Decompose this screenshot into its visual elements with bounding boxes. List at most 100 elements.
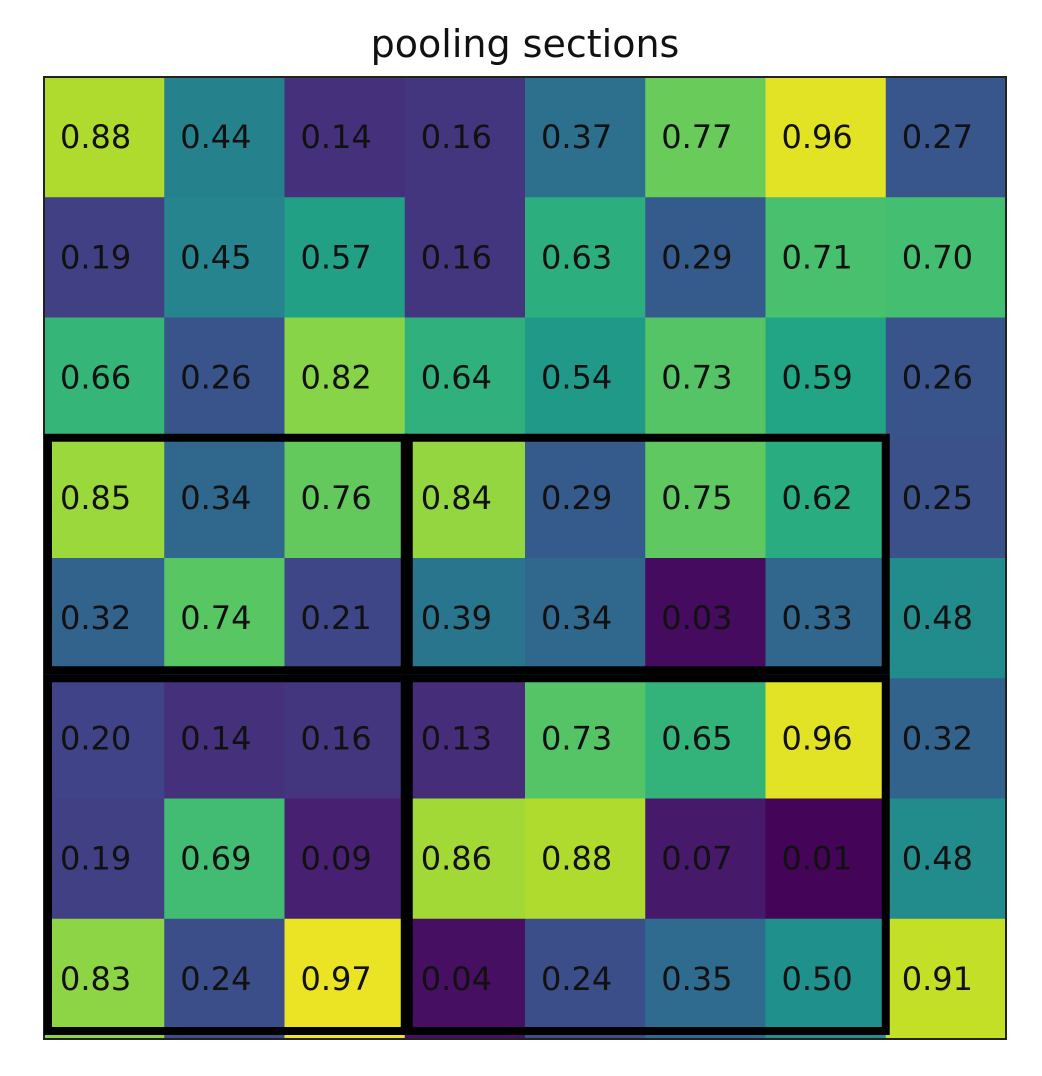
cell-value-label: 0.07 xyxy=(661,840,732,878)
cell-value-label: 0.21 xyxy=(301,599,372,637)
cell-value-label: 0.26 xyxy=(902,359,973,397)
cell-value-label: 0.75 xyxy=(661,479,732,517)
heatmap-cells xyxy=(44,77,1007,1040)
cell-value-label: 0.66 xyxy=(60,359,131,397)
heatmap-cell xyxy=(284,437,406,559)
heatmap-cell xyxy=(645,798,766,920)
cell-value-label: 0.45 xyxy=(180,238,251,276)
cell-value-label: 0.48 xyxy=(902,840,973,878)
heatmap-cell xyxy=(164,197,285,318)
cell-value-label: 0.63 xyxy=(541,238,612,276)
heatmap-cell xyxy=(44,197,165,318)
heatmap-cell xyxy=(44,317,165,439)
heatmap-cell xyxy=(525,558,646,679)
heatmap-cell xyxy=(404,437,526,559)
cell-value-label: 0.39 xyxy=(421,599,492,637)
heatmap-cell xyxy=(645,197,766,318)
heatmap-cell xyxy=(885,678,1007,799)
heatmap-cell xyxy=(404,317,526,439)
heatmap-cell xyxy=(885,317,1007,439)
heatmap-cell xyxy=(765,437,887,559)
cell-value-label: 0.37 xyxy=(541,118,612,156)
heatmap-cell xyxy=(885,558,1007,679)
pooling-section-box xyxy=(404,433,890,675)
heatmap-cell xyxy=(885,798,1007,920)
cell-value-label: 0.69 xyxy=(180,840,251,878)
cell-value-label: 0.50 xyxy=(782,960,853,998)
cell-value-label: 0.14 xyxy=(301,118,372,156)
heatmap-cell xyxy=(525,918,646,1040)
cell-value-label: 0.88 xyxy=(60,118,131,156)
heatmap-cell xyxy=(645,437,766,559)
heatmap-cell xyxy=(525,798,646,920)
heatmap-cell xyxy=(44,918,165,1040)
heatmap-cell xyxy=(164,317,285,439)
cell-value-label: 0.57 xyxy=(301,238,372,276)
cell-value-label: 0.09 xyxy=(301,840,372,878)
heatmap-cell xyxy=(284,77,406,198)
heatmap-cell xyxy=(164,918,285,1040)
heatmap-cell xyxy=(44,558,165,679)
heatmap-cell xyxy=(164,558,285,679)
cell-value-label: 0.65 xyxy=(661,719,732,757)
cell-value-label: 0.64 xyxy=(421,359,492,397)
cell-value-label: 0.91 xyxy=(902,960,973,998)
cell-value-label: 0.73 xyxy=(541,719,612,757)
cell-value-label: 0.19 xyxy=(60,238,131,276)
cell-value-label: 0.14 xyxy=(180,719,251,757)
cell-value-label: 0.34 xyxy=(180,479,251,517)
heatmap-cell xyxy=(404,197,526,318)
cell-value-label: 0.32 xyxy=(902,719,973,757)
cell-value-label: 0.71 xyxy=(782,238,853,276)
heatmap-cell xyxy=(44,678,165,799)
heatmap-cell xyxy=(404,798,526,920)
cell-value-label: 0.62 xyxy=(782,479,853,517)
heatmap-cell xyxy=(44,798,165,920)
cell-value-label: 0.74 xyxy=(180,599,251,637)
heatmap-cell xyxy=(885,918,1007,1040)
heatmap-labels: 0.88 0.44 0.14 0.16 0.37 0.77 0.96 0.27 0.19 0.45… xyxy=(60,118,973,998)
cell-value-label: 0.96 xyxy=(782,118,853,156)
heatmap-cell xyxy=(885,77,1007,198)
heatmap-cell xyxy=(164,437,285,559)
heatmap-cell xyxy=(164,77,285,198)
cell-value-label: 0.77 xyxy=(661,118,732,156)
heatmap-cell xyxy=(164,798,285,920)
cell-value-label: 0.29 xyxy=(661,238,732,276)
cell-value-label: 0.01 xyxy=(782,840,853,878)
heatmap-cell xyxy=(765,77,887,198)
cell-value-label: 0.24 xyxy=(180,960,251,998)
cell-value-label: 0.48 xyxy=(902,599,973,637)
cell-value-label: 0.24 xyxy=(541,960,612,998)
pooling-sections xyxy=(44,433,890,1035)
heatmap-cell xyxy=(885,437,1007,559)
cell-value-label: 0.84 xyxy=(421,479,492,517)
heatmap-cell xyxy=(284,918,406,1040)
cell-value-label: 0.29 xyxy=(541,479,612,517)
cell-value-label: 0.85 xyxy=(60,479,131,517)
heatmap-cell xyxy=(645,678,766,799)
cell-value-label: 0.35 xyxy=(661,960,732,998)
cell-value-label: 0.25 xyxy=(902,479,973,517)
heatmap-cell xyxy=(645,77,766,198)
heatmap-cell xyxy=(525,77,646,198)
cell-value-label: 0.27 xyxy=(902,118,973,156)
heatmap-cell xyxy=(284,317,406,439)
cell-value-label: 0.76 xyxy=(301,479,372,517)
heatmap-cell xyxy=(885,197,1007,318)
chart-title: pooling sections xyxy=(370,22,680,66)
cell-value-label: 0.26 xyxy=(180,359,251,397)
cell-value-label: 0.82 xyxy=(301,359,372,397)
heatmap-cell xyxy=(645,918,766,1040)
heatmap-cell xyxy=(765,798,887,920)
cell-value-label: 0.20 xyxy=(60,719,131,757)
heatmap-cell xyxy=(765,558,887,679)
heatmap-cell xyxy=(404,918,526,1040)
cell-value-label: 0.04 xyxy=(421,960,492,998)
cell-value-label: 0.16 xyxy=(301,719,372,757)
heatmap-cell xyxy=(525,678,646,799)
cell-value-label: 0.59 xyxy=(782,359,853,397)
cell-value-label: 0.70 xyxy=(902,238,973,276)
pooling-section-box xyxy=(404,674,890,1035)
